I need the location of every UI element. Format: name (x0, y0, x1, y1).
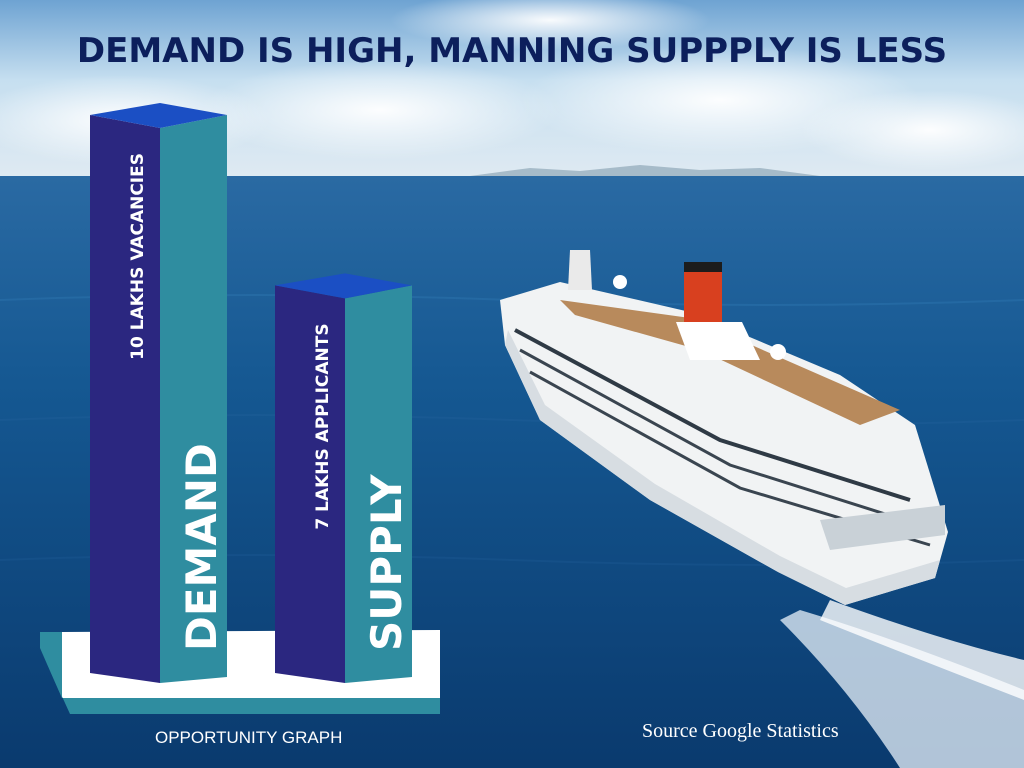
page-title: DEMAND IS HIGH, MANNING SUPPPLY IS LESS (77, 31, 947, 71)
bar-supply-side (345, 285, 412, 683)
bar-demand-side (160, 115, 227, 683)
category-label-demand: DEMAND (177, 443, 226, 651)
bar-demand-top (90, 103, 227, 128)
value-label-demand: 10 LAKHS VACANCIES (128, 153, 148, 360)
bar-supply-front (275, 285, 345, 683)
value-label-supply: 7 LAKHS APPLICANTS (313, 323, 333, 529)
category-label-supply: SUPPLY (362, 474, 411, 651)
bar-supply (275, 273, 412, 683)
cruise-ship-illustration (500, 250, 1024, 768)
labels-layer: 10 LAKHS VACANCIES DEMAND 7 LAKHS APPLICAN… (128, 153, 411, 651)
bars-layer (90, 103, 412, 683)
bar-demand (90, 103, 227, 683)
source-caption: Source Google Statistics (642, 720, 839, 742)
bar-demand-front (90, 115, 160, 683)
opportunity-graph-label: OPPORTUNITY GRAPH (155, 728, 342, 747)
bar-supply-top (275, 273, 412, 299)
